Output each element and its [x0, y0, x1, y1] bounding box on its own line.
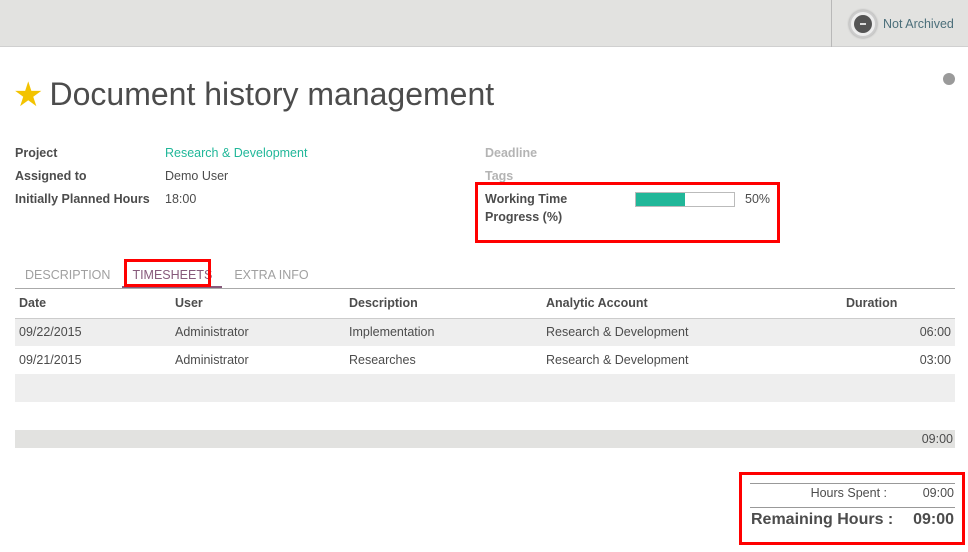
- hours-spent-value: 09:00: [922, 486, 954, 500]
- remaining-hours-value: 09:00: [913, 511, 954, 528]
- cell-description: Researches: [349, 353, 416, 367]
- tab-extra-info[interactable]: EXTRA INFO: [234, 268, 309, 282]
- progress-fill: [636, 193, 685, 206]
- planned-label: Initially Planned Hours: [15, 192, 150, 206]
- archive-toggle-button[interactable]: Not Archived: [831, 0, 968, 47]
- archive-label: Not Archived: [883, 16, 954, 31]
- progress-label: Working Time: [485, 192, 568, 206]
- cell-description: Implementation: [345, 318, 542, 346]
- task-title: Document history management: [49, 76, 495, 112]
- remaining-hours-label: Remaining Hours :: [751, 511, 894, 528]
- tags-label: Tags: [485, 169, 514, 183]
- table-row[interactable]: 09/22/2015 Administrator Implementation …: [15, 318, 955, 346]
- progress-bar: [635, 192, 735, 207]
- tab-timesheets[interactable]: TIMESHEETS: [122, 264, 223, 288]
- summary-divider: [750, 507, 955, 508]
- hours-spent-label: Hours Spent :: [810, 486, 887, 500]
- notebook-tabs: DESCRIPTION TIMESHEETS EXTRA INFO: [15, 264, 955, 289]
- cell-user: Administrator: [175, 353, 249, 367]
- archive-icon: [849, 9, 877, 38]
- cell-user: Administrator: [171, 318, 345, 346]
- cell-duration: 06:00: [842, 318, 955, 346]
- planned-value: 18:00: [165, 192, 197, 206]
- cell-account: Research & Development: [546, 353, 689, 367]
- tab-description[interactable]: DESCRIPTION: [25, 268, 111, 282]
- assigned-value: Demo User: [165, 169, 229, 183]
- progress-label-2: Progress (%): [485, 210, 563, 224]
- star-icon[interactable]: ★: [13, 75, 44, 114]
- col-duration[interactable]: Duration: [842, 289, 955, 319]
- assigned-label: Assigned to: [15, 169, 87, 183]
- project-link[interactable]: Research & Development: [165, 146, 308, 160]
- cell-date: 09/22/2015: [15, 318, 171, 346]
- summary-divider: [750, 483, 955, 484]
- table-row[interactable]: 09/21/2015 Administrator Researches Rese…: [15, 346, 955, 374]
- progress-text: 50%: [745, 192, 771, 206]
- col-description[interactable]: Description: [345, 289, 542, 319]
- page-title: ★ Document history management: [13, 76, 494, 113]
- table-total: 09:00: [15, 430, 955, 448]
- empty-row: [15, 374, 955, 402]
- status-dot-icon[interactable]: [943, 73, 955, 85]
- col-date[interactable]: Date: [15, 289, 171, 319]
- cell-date: 09/21/2015: [19, 353, 82, 367]
- control-panel: Not Archived: [0, 0, 968, 47]
- timesheet-table: Date User Description Analytic Account D…: [15, 289, 955, 374]
- col-analytic-account[interactable]: Analytic Account: [542, 289, 842, 319]
- cell-account: Research & Development: [542, 318, 842, 346]
- cell-duration: 03:00: [919, 353, 951, 367]
- project-label: Project: [15, 146, 58, 160]
- deadline-label: Deadline: [485, 146, 538, 160]
- col-user[interactable]: User: [171, 289, 345, 319]
